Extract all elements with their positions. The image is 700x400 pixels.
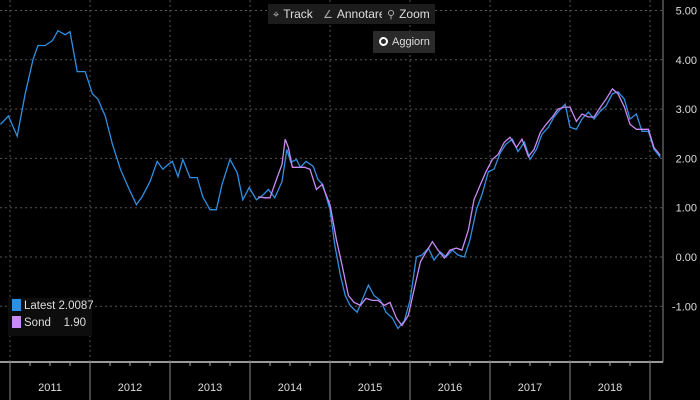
x-tick-label: 2012	[118, 382, 142, 394]
legend-name: Latest	[24, 300, 56, 312]
track-label: Track	[283, 7, 313, 21]
track-button[interactable]: ⌖ Track	[268, 4, 318, 24]
refresh-label: Aggiorn	[392, 36, 430, 48]
annotate-button[interactable]: ∠ Annotare	[318, 4, 391, 24]
zoom-button[interactable]: ⚲ Zoom	[382, 4, 435, 24]
y-tick-label: 3.00	[676, 104, 697, 116]
y-tick-label: 2.00	[676, 153, 697, 165]
refresh-icon	[379, 37, 388, 46]
x-tick-label: 2013	[198, 382, 222, 394]
legend-value: 1.90	[63, 317, 87, 329]
legend-swatch-sond	[12, 316, 21, 328]
legend-item-latest[interactable]: Latest 2.0087	[8, 298, 94, 315]
series-line-sond	[257, 87, 661, 327]
y-tick-label: 4.00	[676, 55, 697, 67]
x-tick-label: 2015	[358, 382, 382, 394]
x-tick-label: 2014	[278, 382, 302, 394]
magnifier-icon: ⚲	[387, 9, 396, 21]
y-tick-label: 5.00	[676, 6, 697, 18]
annotate-label: Annotare	[336, 7, 386, 21]
crosshair-icon: ⌖	[273, 9, 280, 21]
series-line-latest	[0, 29, 661, 330]
legend-value: 2.0087	[58, 300, 94, 312]
x-tick-label: 2016	[438, 382, 462, 394]
legend-swatch-latest	[12, 299, 21, 311]
pencil-icon: ∠	[323, 9, 333, 21]
legend-item-sond[interactable]: Sond 1.90	[8, 315, 92, 332]
refresh-button[interactable]: Aggiorn	[373, 31, 435, 53]
zoom-label: Zoom	[399, 7, 430, 21]
y-tick-label: 0.00	[676, 252, 697, 264]
y-tick-label: -1.00	[672, 301, 697, 313]
legend: Latest 2.0087 Sond 1.90	[8, 298, 94, 336]
legend-name: Sond	[24, 317, 51, 329]
x-tick-label: 2011	[38, 382, 62, 394]
y-tick-label: 1.00	[676, 203, 697, 215]
x-tick-label: 2017	[518, 382, 542, 394]
x-tick-label: 2018	[598, 382, 622, 394]
